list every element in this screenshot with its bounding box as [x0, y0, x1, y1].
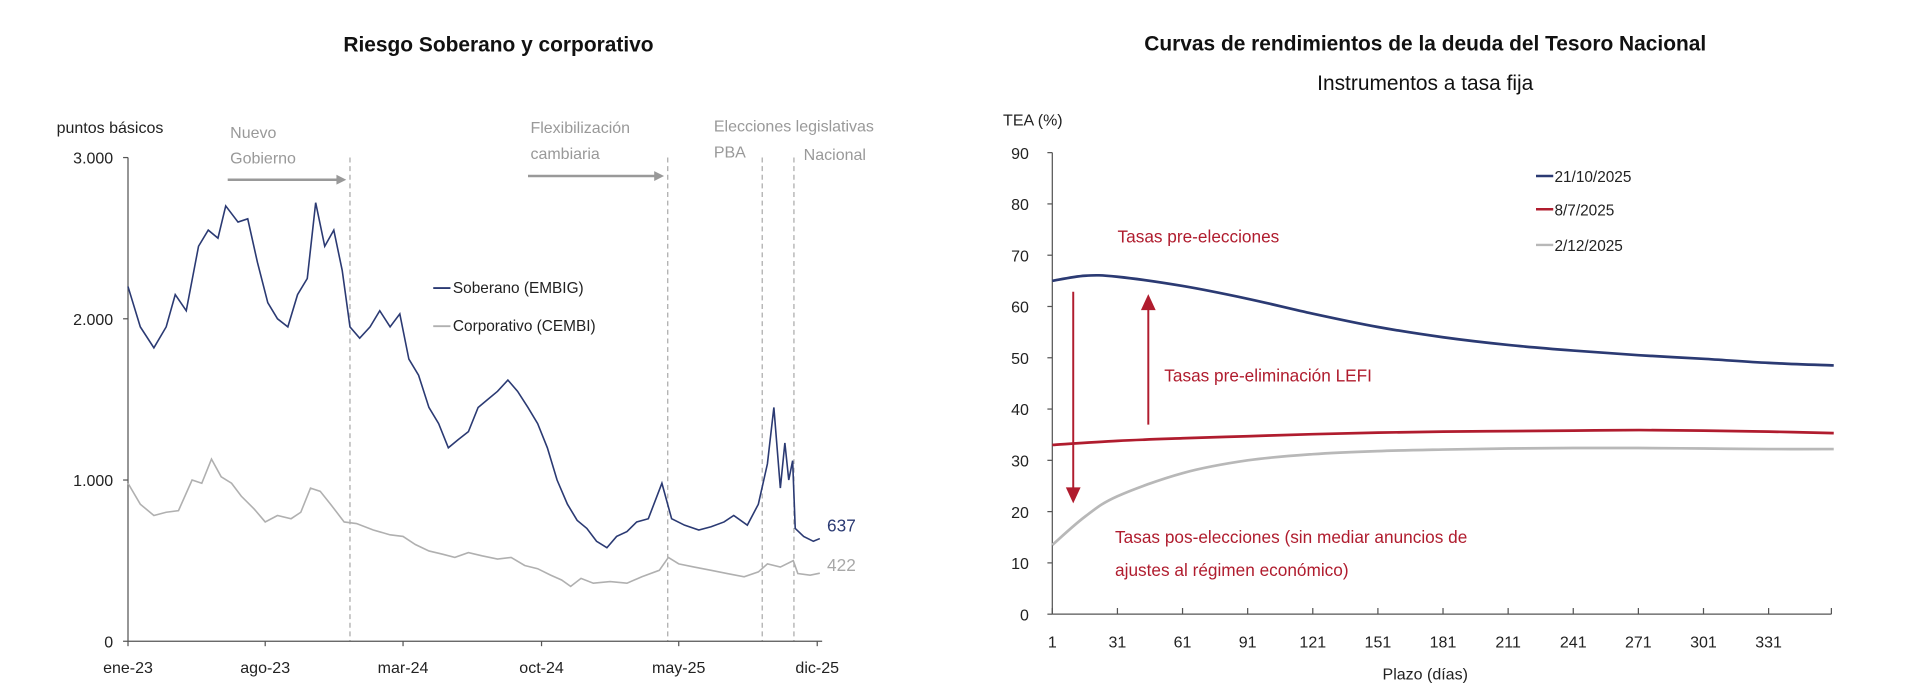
series-line-21-10-2025: [1052, 273, 1834, 367]
y-tick-label: 90: [1011, 146, 1029, 163]
y-tick-label: 40: [1011, 402, 1029, 419]
y-tick-label: 20: [1011, 505, 1029, 522]
x-tick-label: 61: [1174, 634, 1192, 651]
x-tick-label: 181: [1430, 634, 1457, 651]
series-line-8-7-2025: [1052, 428, 1834, 447]
x-tick-label: 151: [1365, 634, 1392, 651]
x-tick-label: 211: [1495, 634, 1521, 651]
x-tick-label: 121: [1299, 634, 1326, 651]
event-arrowhead: [336, 174, 347, 185]
y-tick-label: 1.000: [73, 473, 113, 490]
right-y-axis-label: TEA (%): [1003, 113, 1063, 130]
right-chart-title: Curvas de rendimientos de la deuda del T…: [1144, 32, 1706, 55]
legend-label-soberano: Soberano (EMBIG): [453, 280, 584, 297]
left-y-axis-label: puntos básicos: [57, 120, 164, 137]
y-tick-label: 30: [1011, 453, 1029, 470]
y-tick-label: 2.000: [73, 312, 113, 329]
end-label-corporativo: 422: [827, 555, 856, 575]
arrow-down: [1065, 291, 1081, 504]
event-label: cambiaria: [530, 146, 599, 163]
right-chart-subtitle: Instrumentos a tasa fija: [1317, 72, 1534, 95]
y-tick-label: 50: [1011, 351, 1029, 368]
right-legend: 21/10/2025 8/7/2025 2/12/2025: [1536, 169, 1631, 255]
arrow-up: [1140, 294, 1156, 425]
event-label: Elecciones legislativas: [714, 119, 874, 136]
y-tick-label: 10: [1011, 556, 1029, 573]
x-tick-label: may-25: [652, 660, 705, 677]
y-tick-label: 60: [1011, 300, 1029, 317]
x-tick-label: oct-24: [519, 660, 564, 677]
x-tick-label: 331: [1755, 634, 1782, 651]
legend-label-2-12-2025: 2/12/2025: [1554, 238, 1622, 255]
annotation-pre-lefi: Tasas pre-eliminación LEFI: [1164, 366, 1372, 386]
x-tick-label: 1: [1048, 634, 1057, 651]
legend-label-8-7-2025: 8/7/2025: [1554, 202, 1614, 219]
y-tick-label: 70: [1011, 248, 1029, 265]
y-tick-label: 3.000: [73, 151, 113, 168]
event-label: Nuevo: [230, 125, 276, 142]
annotation-pos-elecciones-1: Tasas pos-elecciones (sin mediar anuncio…: [1115, 527, 1467, 547]
y-tick-label: 0: [1020, 607, 1029, 624]
series-line-2-12-2025: [1051, 446, 1834, 546]
y-tick-label: 80: [1011, 197, 1029, 214]
x-tick-label: 91: [1239, 634, 1257, 651]
x-tick-label: ene-23: [103, 660, 153, 677]
left-chart-title: Riesgo Soberano y corporativo: [343, 34, 653, 57]
x-tick-label: dic-25: [795, 660, 839, 677]
end-label-soberano: 637: [827, 516, 856, 536]
right-x-axis-label: Plazo (días): [1383, 666, 1468, 683]
y-tick-label: 0: [104, 634, 113, 651]
x-tick-label: 241: [1560, 634, 1587, 651]
series-line-soberano: [127, 202, 821, 549]
x-tick-label: 301: [1690, 634, 1717, 651]
left-legend: Soberano (EMBIG) Corporativo (CEMBI): [433, 280, 596, 335]
event-label: Gobierno: [230, 151, 296, 168]
event-arrowhead: [654, 171, 665, 181]
sovereign-risk-chart: Riesgo Soberano y corporativo puntos bás…: [57, 34, 874, 678]
x-tick-label: ago-23: [240, 660, 290, 677]
annotation-pos-elecciones-2: ajustes al régimen económico): [1115, 560, 1349, 580]
x-tick-label: 31: [1109, 634, 1127, 651]
legend-label-corporativo: Corporativo (CEMBI): [453, 318, 596, 335]
event-label: Nacional: [804, 147, 866, 164]
x-tick-label: 271: [1625, 634, 1652, 651]
yield-curve-chart: Curvas de rendimientos de la deuda del T…: [1003, 32, 1834, 683]
series-line-corporativo: [127, 457, 820, 588]
x-tick-label: mar-24: [378, 660, 429, 677]
event-label: Flexibilización: [530, 120, 630, 137]
legend-label-21-10-2025: 21/10/2025: [1554, 169, 1631, 186]
annotation-pre-elecciones: Tasas pre-elecciones: [1118, 226, 1280, 246]
event-label: PBA: [714, 145, 746, 162]
